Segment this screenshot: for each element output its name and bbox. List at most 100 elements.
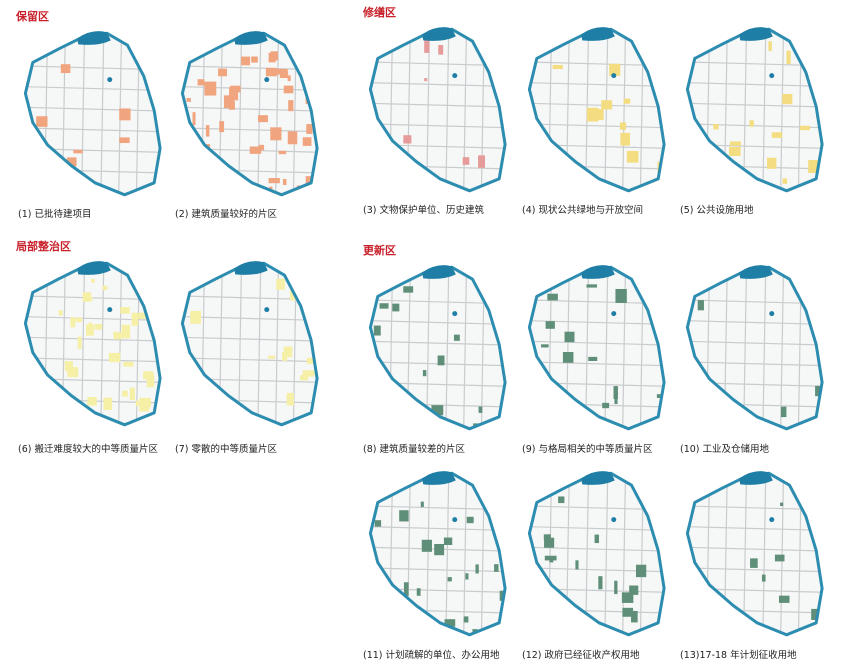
land-patch [135,400,140,407]
road [445,267,450,429]
land-patch [780,502,784,507]
road [687,319,823,326]
land-patch [602,402,610,409]
pond [769,73,775,79]
land-patch [598,576,603,590]
land-patch [815,385,823,397]
land-patch [543,534,551,541]
land-patch [279,71,289,79]
land-patch [119,137,130,144]
patches [36,64,131,167]
road [463,473,468,635]
land-patch [75,317,83,323]
land-patch [268,355,276,359]
land-patch [197,79,205,86]
land-patch [609,63,621,76]
land-patch [258,115,268,123]
land-patch [283,346,293,358]
lake [739,471,773,485]
road [25,85,161,92]
pond [769,311,775,317]
land-patch [282,178,287,185]
panel-caption: (6) 搬迁难度较大的中等质量片区 [18,443,158,455]
land-patch [466,516,474,524]
panel-caption: (9) 与格局相关的中等质量片区 [522,443,653,455]
land-patch [786,50,791,65]
land-patch [113,331,117,337]
road [743,29,748,191]
road [426,473,431,635]
land-patch [729,146,741,156]
land-patch [420,501,424,508]
land-patch [782,178,788,184]
land-patch [613,386,618,399]
land-patch [146,397,151,408]
section-title: 修缮区 [362,5,396,19]
land-patch [631,610,638,623]
land-patch [768,41,772,51]
land-patch [131,312,139,326]
road [182,85,318,92]
land-patch [622,607,634,617]
land-patch [190,310,201,324]
land-patch [562,352,574,363]
pond [611,73,617,79]
land-patch [438,45,444,55]
land-patch [629,585,639,595]
pond [264,307,270,313]
land-patch [249,146,262,154]
section-title: 局部整治区 [15,239,71,253]
land-patch [586,107,599,122]
land-patch [750,558,758,568]
land-patch [283,85,294,94]
lake [581,27,615,41]
lake [581,471,615,485]
road [370,319,506,326]
land-patch [782,93,793,105]
road [622,29,627,191]
road [25,106,161,112]
land-patch [258,144,265,151]
panel-caption: (7) 零散的中等质量片区 [175,443,277,455]
road [370,567,506,573]
road [426,267,431,429]
road [585,473,590,635]
lake [234,261,268,275]
land-patch [761,574,766,582]
lake [77,31,111,45]
pond [452,73,458,79]
pond [264,77,270,83]
land-patch [108,352,121,363]
road [604,29,609,191]
land-patch [122,390,128,397]
land-patch [615,288,627,303]
road [687,361,823,367]
land-patch [544,537,555,548]
road [370,123,506,129]
land-patch [379,303,389,309]
land-patch [123,361,134,367]
land-patch [544,555,557,561]
land-patch [205,125,210,137]
land-patch [270,51,278,61]
pond [452,311,458,317]
road [780,267,785,429]
land-patch [374,520,382,527]
land-patch [113,332,122,340]
land-patch [399,510,409,522]
road [25,127,161,133]
land-patch [575,560,579,570]
road [529,340,665,346]
road [687,81,823,88]
land-patch [91,278,95,283]
land-patch [403,582,409,596]
land-patch [286,392,295,406]
land-patch [58,310,63,316]
patches [58,278,155,412]
road [463,29,468,191]
pond [107,77,113,83]
road [762,473,767,635]
panel-caption: (4) 现状公共绿地与开放空间 [522,204,643,216]
road [370,361,506,367]
land-patch [87,397,97,406]
